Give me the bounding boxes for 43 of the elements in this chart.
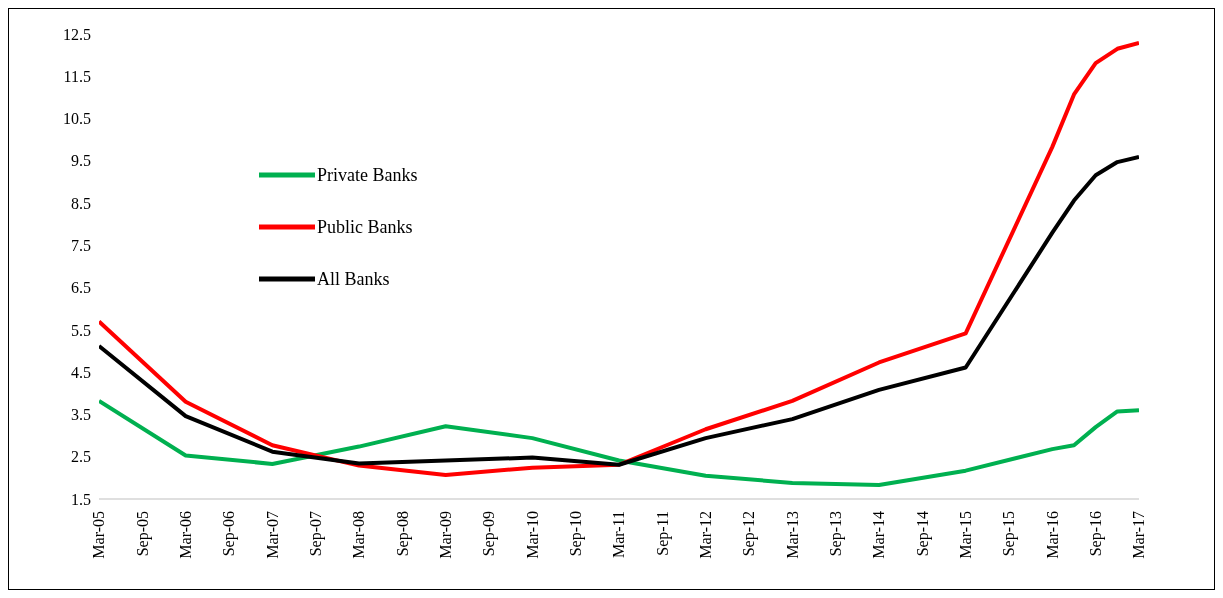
x-tick-label: Sep-12 [740,511,759,557]
x-tick-label: Sep-10 [567,511,586,557]
x-tick-label: Mar-11 [610,511,628,559]
y-tick-label: 11.5 [63,67,91,85]
y-tick-label: 8.5 [71,194,91,212]
x-tick-label: Sep-15 [1000,511,1019,557]
y-tick-label: 9.5 [71,152,91,170]
x-tick-label: Mar-06 [177,511,195,559]
line-series [99,398,1139,488]
legend-label: All Banks [317,268,390,290]
x-tick-label: Mar-08 [350,511,368,559]
x-tick-label: Mar-09 [437,511,455,559]
y-tick-label: 2.5 [71,448,91,466]
x-tick-label: Sep-09 [480,511,499,557]
x-tick-label: Mar-13 [783,511,801,559]
y-tick-label: 7.5 [71,237,91,255]
y-tick-label: 4.5 [71,363,91,381]
x-tick-label: Sep-06 [220,511,239,557]
x-tick-label: Sep-14 [913,511,932,557]
y-tick-label: 1.5 [71,490,91,508]
x-tick-label: Sep-05 [133,511,152,557]
x-tick-label: Mar-17 [1130,511,1148,559]
x-tick-label: Mar-05 [90,511,108,559]
x-tick-label: Mar-15 [957,511,975,559]
legend-label: Public Banks [317,216,413,238]
x-tick-label: Mar-10 [523,511,541,559]
y-tick-label: 6.5 [71,279,91,297]
x-tick-label: Sep-11 [653,511,672,556]
y-tick-label: 10.5 [63,110,91,128]
y-tick-label: 5.5 [71,321,91,339]
x-tick-label: Sep-13 [827,511,846,557]
x-tick-label: Sep-16 [1087,511,1106,557]
legend-label: Private Banks [317,164,418,186]
line-series [99,155,1139,467]
x-tick-label: Mar-07 [263,511,281,559]
x-tick-label: Mar-14 [870,511,888,559]
x-tick-label: Mar-16 [1043,511,1061,559]
y-tick-label: 3.5 [71,406,91,424]
y-tick-label: 12.5 [63,25,91,43]
x-tick-label: Mar-12 [697,511,715,559]
x-tick-label: Sep-08 [393,511,412,557]
line-series [99,40,1139,477]
x-tick-label: Sep-07 [307,511,326,557]
